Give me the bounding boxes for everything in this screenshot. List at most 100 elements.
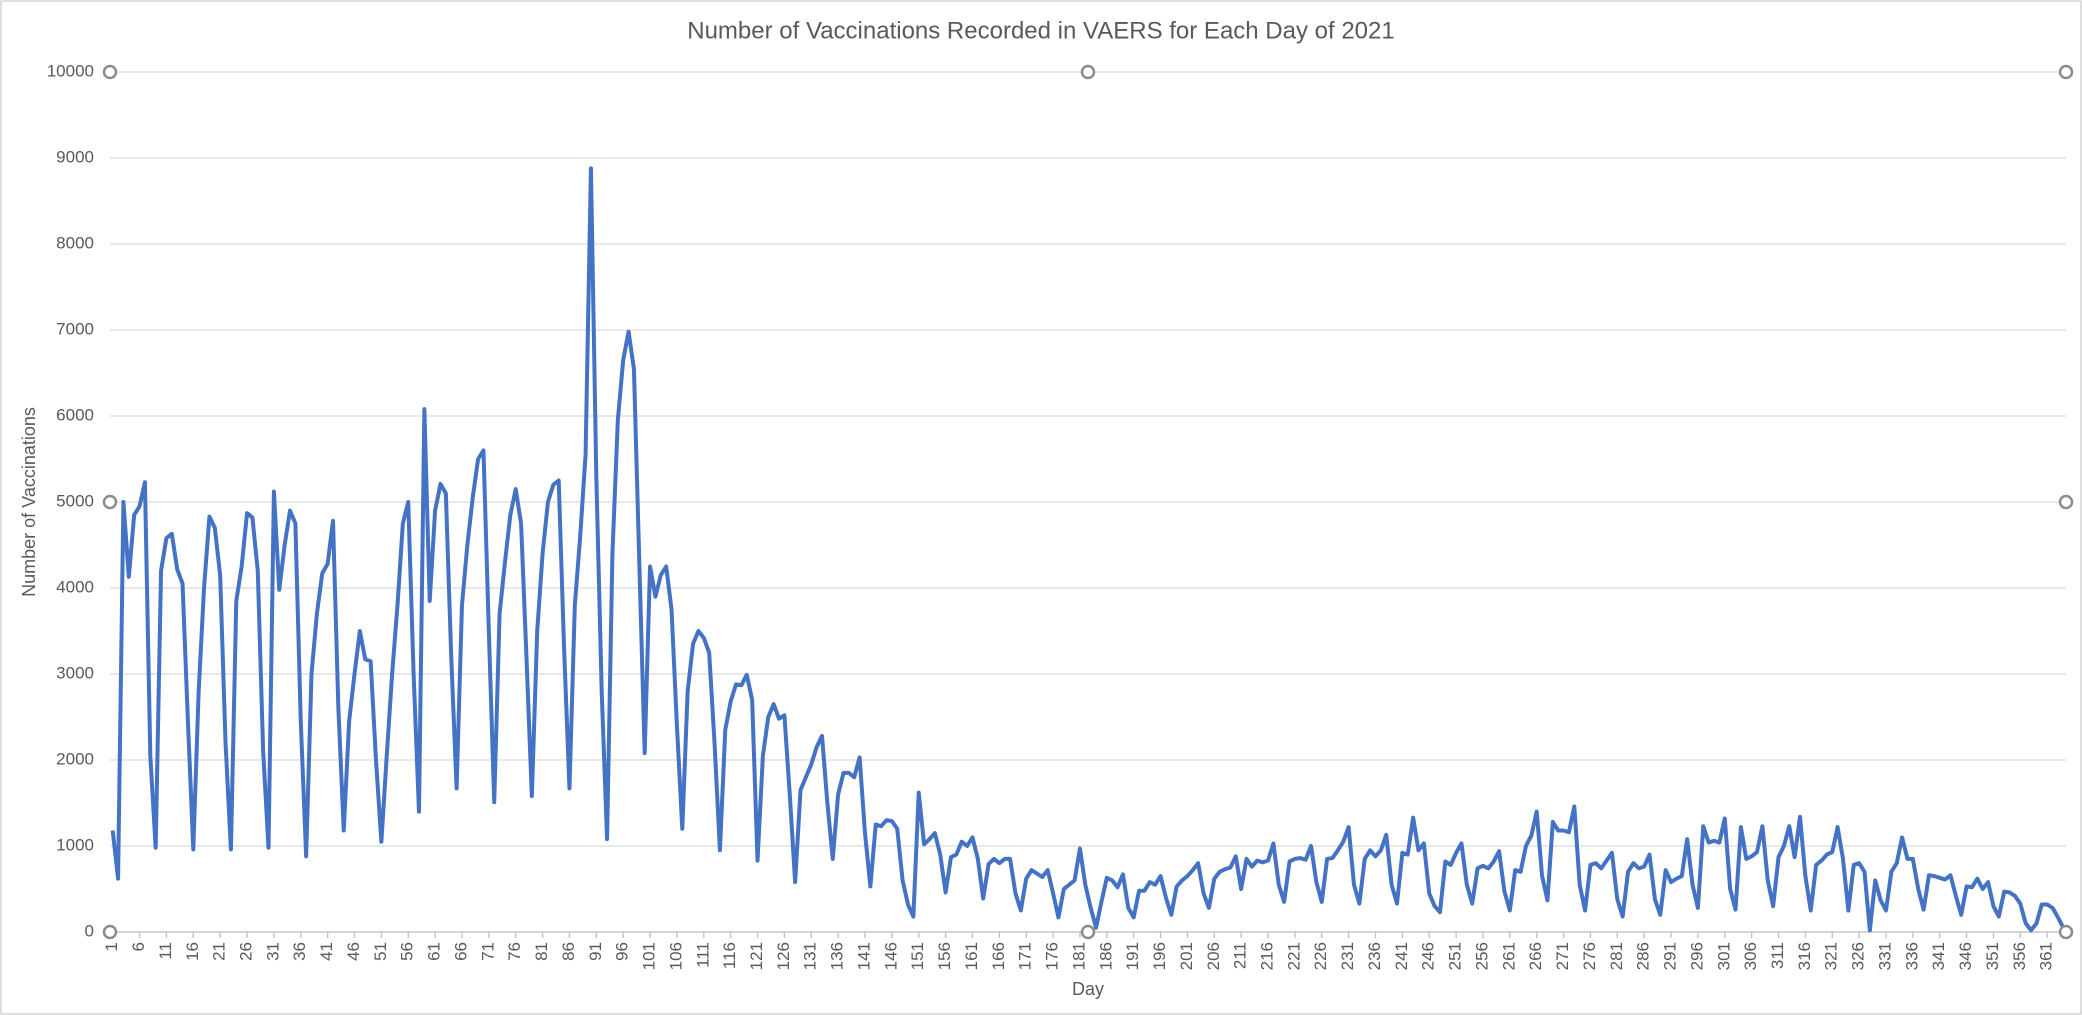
y-tick-label: 9000	[56, 147, 94, 166]
x-tick-label: 306	[1741, 942, 1760, 970]
x-tick-label: 196	[1150, 942, 1169, 970]
x-tick-label: 71	[478, 942, 497, 961]
x-tick-label: 361	[2037, 942, 2056, 970]
x-tick-label: 136	[828, 942, 847, 970]
x-tick-label: 31	[263, 942, 282, 961]
x-tick-label: 131	[801, 942, 820, 970]
selection-handles	[102, 64, 2074, 940]
handle	[2058, 64, 2074, 80]
x-tick-label: 296	[1687, 942, 1706, 970]
x-tick-label: 56	[398, 942, 417, 961]
x-tick-label: 336	[1902, 942, 1921, 970]
x-tick-label: 86	[559, 942, 578, 961]
x-tick-label: 301	[1714, 942, 1733, 970]
x-tick-label: 286	[1634, 942, 1653, 970]
x-tick-label: 266	[1526, 942, 1545, 970]
y-tick-label: 4000	[56, 577, 94, 596]
x-tick-label: 236	[1365, 942, 1384, 970]
x-tick-label: 46	[344, 942, 363, 961]
chart-title: Number of Vaccinations Recorded in VAERS…	[687, 17, 1394, 44]
x-tick-label: 231	[1338, 942, 1357, 970]
x-tick-label: 346	[1956, 942, 1975, 970]
y-tick-label: 0	[85, 921, 94, 940]
x-tick-label: 251	[1446, 942, 1465, 970]
x-tick-label: 176	[1043, 942, 1062, 970]
x-tick-label: 91	[586, 942, 605, 961]
x-tick-label: 6	[129, 942, 148, 951]
x-tick-label: 126	[774, 942, 793, 970]
y-tick-label: 7000	[56, 319, 94, 338]
x-tick-label: 256	[1472, 942, 1491, 970]
handle	[102, 64, 118, 80]
x-tick-label: 201	[1177, 942, 1196, 970]
x-tick-label: 11	[156, 942, 175, 960]
x-tick-label: 1	[102, 942, 121, 951]
x-tick-label: 171	[1016, 942, 1035, 970]
x-tick-label: 36	[290, 942, 309, 961]
x-tick-label: 66	[451, 942, 470, 961]
x-tick-label: 156	[935, 942, 954, 970]
y-tick-label: 2000	[56, 749, 94, 768]
x-tick-label: 166	[989, 942, 1008, 970]
x-tick-label: 41	[317, 942, 336, 961]
x-tick-label: 226	[1311, 942, 1330, 970]
y-axis-title: Number of Vaccinations	[19, 407, 39, 597]
x-tick-label: 121	[747, 942, 766, 970]
x-tick-label: 311	[1768, 942, 1787, 969]
x-tick-label: 271	[1553, 942, 1572, 970]
x-tick-label: 161	[962, 942, 981, 970]
x-tick-label: 206	[1204, 942, 1223, 970]
x-tick-label: 356	[2010, 942, 2029, 970]
x-tick-label: 186	[1096, 942, 1115, 970]
x-tick-label: 351	[1983, 942, 2002, 970]
x-tick-label: 81	[532, 942, 551, 961]
handle	[1080, 64, 1096, 80]
x-tick-label: 21	[210, 942, 229, 961]
x-tick-label: 341	[1929, 942, 1948, 970]
x-tick-label: 211	[1231, 942, 1250, 969]
x-tick-label: 216	[1258, 942, 1277, 970]
x-tick-label: 326	[1849, 942, 1868, 970]
y-tick-label: 8000	[56, 233, 94, 252]
x-tick-label: 321	[1822, 942, 1841, 970]
handle	[1080, 924, 1096, 940]
y-tick-label: 10000	[47, 61, 94, 80]
x-tick-label: 101	[640, 942, 659, 970]
x-tick-label: 106	[666, 942, 685, 970]
x-tick-label: 141	[854, 942, 873, 970]
data-line	[110, 166, 2066, 933]
y-tick-label: 6000	[56, 405, 94, 424]
x-tick-label: 61	[425, 942, 444, 961]
x-tick-label: 51	[371, 942, 390, 961]
handle	[102, 924, 118, 940]
x-tick-label: 26	[237, 942, 256, 961]
x-tick-label: 331	[1875, 942, 1894, 970]
handle	[102, 494, 118, 510]
x-tick-label: 16	[183, 942, 202, 961]
y-tick-label: 3000	[56, 663, 94, 682]
x-tick-label: 181	[1069, 942, 1088, 970]
x-tick-label: 281	[1607, 942, 1626, 970]
x-tick-label: 276	[1580, 942, 1599, 970]
x-tick-label: 191	[1123, 942, 1142, 970]
x-tick-label: 151	[908, 942, 927, 970]
x-axis-title: Day	[1072, 979, 1104, 999]
x-tick-label: 76	[505, 942, 524, 961]
handle	[2058, 494, 2074, 510]
x-tick-label: 241	[1392, 942, 1411, 970]
x-tick-label: 111	[693, 942, 712, 968]
y-tick-label: 5000	[56, 491, 94, 510]
x-tick-label: 116	[720, 942, 739, 969]
x-tick-label: 221	[1284, 942, 1303, 970]
x-tick-label: 246	[1419, 942, 1438, 970]
handle	[2058, 924, 2074, 940]
x-tick-label: 146	[881, 942, 900, 970]
x-tick-label: 291	[1661, 942, 1680, 970]
x-tick-label: 261	[1499, 942, 1518, 970]
plot-area: 0 1000 2000 3000 4000 5000 6000 7000 8000 9000 100…	[47, 61, 2066, 970]
x-tick-label: 316	[1795, 942, 1814, 970]
y-tick-label: 1000	[56, 835, 94, 854]
